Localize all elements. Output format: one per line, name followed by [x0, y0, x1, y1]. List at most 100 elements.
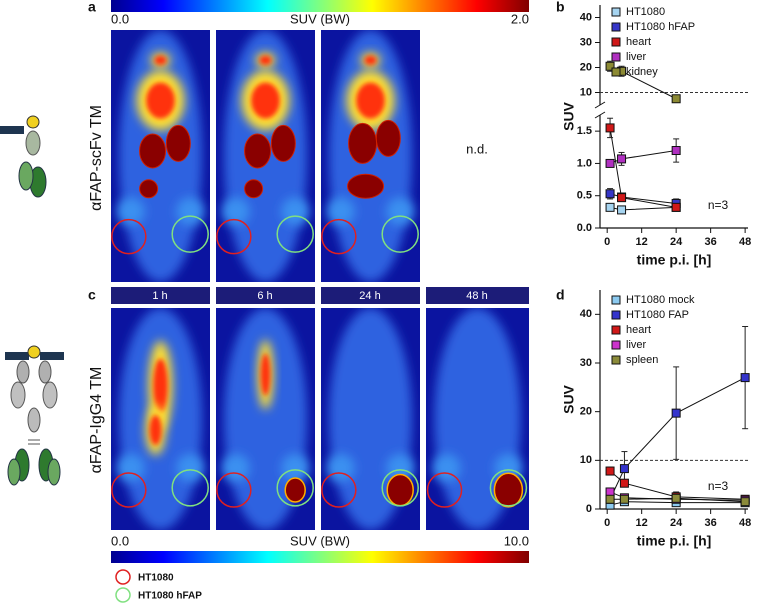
data-point — [605, 189, 615, 199]
pet-image — [321, 308, 420, 530]
data-point — [671, 202, 681, 212]
y-axis-title: SUV — [561, 101, 577, 130]
time-label: 1 h — [152, 290, 167, 302]
body-signal — [281, 197, 310, 226]
legend-swatch — [611, 37, 621, 47]
series-line — [610, 497, 746, 503]
panel-label: b — [556, 0, 565, 15]
data-point — [671, 146, 681, 156]
time-label: 6 h — [257, 290, 272, 302]
roi-circle — [426, 472, 463, 508]
y-tick-label: 10 — [580, 454, 592, 466]
pet-image — [216, 308, 315, 530]
organ-signal — [348, 122, 378, 164]
x-tick-label: 12 — [636, 236, 648, 248]
x-tick-label: 36 — [705, 236, 717, 248]
legend-label: HT1080 hFAP — [626, 21, 695, 33]
series-line — [609, 501, 746, 506]
time-cell — [426, 287, 529, 304]
scale-max: 10.0 — [504, 533, 529, 548]
roi-circle — [216, 472, 252, 508]
row-label: αFAP-IgG4 TM — [88, 367, 105, 474]
not-detected: n.d. — [466, 141, 488, 156]
y-tick-label: 0 — [586, 503, 592, 515]
legend-label: spleen — [626, 354, 658, 366]
data-point — [605, 123, 615, 133]
axis-break — [594, 111, 606, 119]
tumor-signal — [493, 472, 524, 508]
data-point — [619, 494, 629, 504]
data-point — [605, 202, 615, 212]
organ-signal — [375, 119, 401, 157]
pet-image — [321, 30, 420, 282]
x-axis-title: time p.i. [h] — [637, 252, 712, 268]
roi-legend: HT1080 — [138, 573, 174, 584]
hot-signal — [364, 55, 377, 66]
roi-circle — [489, 469, 528, 507]
legend-swatch — [611, 67, 621, 77]
body-signal — [176, 197, 205, 226]
data-point — [605, 61, 615, 71]
data-point — [671, 493, 681, 503]
tumor-signal — [284, 477, 306, 503]
y-tick-label: 0.5 — [577, 190, 592, 202]
data-point — [740, 373, 750, 383]
tumor-signal — [386, 473, 414, 507]
y-tick-label: 10 — [580, 86, 592, 98]
legend-label: kidney — [626, 66, 658, 78]
roi-marker — [115, 569, 131, 585]
body-signal — [221, 197, 250, 226]
organ-signal — [139, 179, 159, 199]
scale-title: SUV (BW) — [290, 11, 350, 26]
legend-label: HT1080 mock — [626, 294, 695, 306]
data-point — [619, 464, 629, 474]
panel-label: c — [88, 287, 96, 303]
y-tick-label: 1.0 — [577, 157, 592, 169]
x-tick-label: 0 — [604, 236, 610, 248]
data-point — [605, 494, 615, 504]
y-tick-label: 30 — [580, 357, 592, 369]
data-point — [605, 158, 615, 168]
y-tick-label: 20 — [580, 406, 592, 418]
axis-break — [594, 101, 606, 109]
roi-circle — [111, 472, 147, 508]
legend-swatch — [611, 355, 621, 365]
legend-label: heart — [626, 36, 651, 48]
y-tick-label: 0.0 — [577, 222, 592, 234]
row-label: αFAP-scFv TM — [88, 105, 105, 211]
scale-min: 0.0 — [111, 11, 129, 26]
roi-circle — [171, 469, 209, 507]
roi-circle — [381, 215, 419, 253]
legend-swatch — [611, 52, 621, 62]
pet-image — [426, 308, 529, 530]
pet-image — [111, 30, 210, 282]
hot-signal — [153, 358, 168, 413]
x-tick-label: 12 — [636, 517, 648, 529]
hot-signal — [356, 82, 385, 119]
legend-label: liver — [626, 51, 647, 63]
x-tick-label: 24 — [670, 236, 683, 248]
x-tick-label: 24 — [670, 517, 683, 529]
data-point — [617, 193, 627, 203]
y-axis-title: SUV — [561, 384, 577, 413]
organ-signal — [244, 133, 272, 169]
time-cell — [111, 287, 210, 304]
legend-label: HT1080 — [626, 6, 665, 18]
roi-circle — [321, 218, 357, 255]
x-axis-title: time p.i. [h] — [637, 533, 712, 549]
legend-swatch — [611, 295, 621, 305]
roi-circle — [381, 469, 419, 507]
data-point — [671, 408, 681, 418]
panel-label: a — [88, 0, 96, 15]
scale-min: 0.0 — [111, 533, 129, 548]
annotation: n=3 — [708, 198, 729, 212]
organ-signal — [270, 124, 296, 162]
pet-image — [216, 30, 315, 282]
data-point — [617, 154, 627, 164]
organ-signal — [244, 179, 264, 199]
x-tick-label: 48 — [739, 236, 751, 248]
annotation: n=3 — [708, 479, 729, 493]
series-line — [609, 377, 746, 500]
body-signal — [326, 197, 355, 226]
